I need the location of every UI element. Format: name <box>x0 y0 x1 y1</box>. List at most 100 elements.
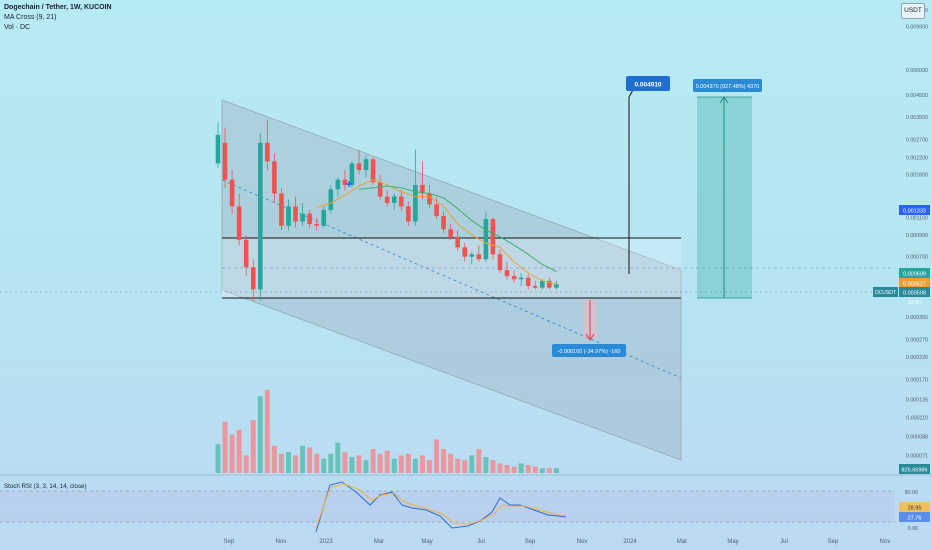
volume-bar <box>236 429 242 473</box>
volume-bar <box>490 460 496 473</box>
ma-slow-line <box>358 185 557 272</box>
y-tick-label: 0.000088 <box>906 435 928 441</box>
y-tick-label: 0.000700 <box>906 255 928 261</box>
volume-bar <box>476 449 482 473</box>
candle-body <box>413 184 418 222</box>
volume-bar <box>455 458 461 473</box>
y-tick-label: 0.001800 <box>906 173 928 179</box>
currency-button[interactable]: USDT <box>901 3 925 19</box>
volume-bar <box>419 455 425 473</box>
candle-body <box>441 215 446 230</box>
volume-legend[interactable]: Vol · DC <box>4 24 31 31</box>
volume-bar <box>222 421 228 473</box>
y-tick-label: 0.000135 <box>906 398 928 404</box>
y-tick-label: 0.000220 <box>906 355 928 361</box>
x-tick-label: Nov <box>880 539 891 545</box>
candle-body <box>399 196 404 207</box>
volume-bar <box>271 445 277 473</box>
candle-body <box>455 236 460 248</box>
target-callout-line <box>628 89 634 274</box>
x-tick-label: Mar <box>374 539 384 545</box>
volume-bar <box>497 463 503 473</box>
volume-bar <box>264 389 270 473</box>
volume-bar <box>250 420 256 473</box>
stoch-tick: 0.00 <box>908 526 918 532</box>
candle-body <box>222 142 228 180</box>
stoch-d-line <box>315 483 567 529</box>
volume-bar <box>462 460 468 473</box>
volume-bar <box>434 439 440 473</box>
stoch-tick: 80.00 <box>905 490 918 496</box>
candle-body <box>321 209 327 226</box>
candle-body <box>356 163 362 171</box>
volume-bar <box>391 458 397 473</box>
volume-bar <box>257 396 263 473</box>
upper-ref-tag-bg <box>899 205 930 215</box>
candle-body <box>476 254 482 260</box>
candle-body <box>363 159 369 171</box>
current-price-tag-bg <box>899 287 930 297</box>
stoch-k-line <box>315 481 567 533</box>
x-tick-label: Sep <box>224 539 235 545</box>
volume-bar <box>314 453 320 473</box>
candle-body <box>300 213 305 222</box>
volume-bar <box>243 455 249 473</box>
stoch-k-tag: 28.95 <box>908 505 922 511</box>
volume-bar <box>441 449 447 473</box>
candle-body <box>518 277 524 280</box>
x-tick-label: Mar <box>677 539 687 545</box>
y-tick-label: 0.002700 <box>906 138 928 144</box>
candle-body <box>236 206 242 240</box>
volume-bar <box>412 458 418 473</box>
volume-bar <box>525 465 531 473</box>
candle-body <box>229 179 235 207</box>
candle-body <box>547 280 552 288</box>
candle-body <box>258 142 263 290</box>
volume-bar <box>398 455 404 473</box>
candle-body <box>511 276 517 280</box>
candle-body <box>286 206 291 226</box>
candle-body <box>314 224 319 226</box>
y-tick-label: 0.000110 <box>906 415 928 421</box>
volume-bar <box>427 460 432 473</box>
candle-body <box>377 182 383 197</box>
candle-body <box>434 204 439 216</box>
x-tick-label: Jul <box>477 539 485 545</box>
candle-body <box>532 285 538 288</box>
volume-bar <box>328 453 334 473</box>
candle-body <box>420 184 425 194</box>
volume-bar <box>229 434 235 473</box>
y-tick-label: 0.000900 <box>906 233 928 239</box>
level-a-tag-bg <box>899 268 930 278</box>
level-a-tag: 0.000609 <box>903 271 926 277</box>
candle-body <box>427 193 432 205</box>
volume-bar <box>335 442 341 473</box>
volume-bar <box>532 466 538 473</box>
volume-bar <box>553 468 559 473</box>
volume-bar <box>342 452 348 473</box>
target-callout-bg <box>626 76 670 91</box>
volume-bar <box>300 445 306 473</box>
candle-body <box>265 142 270 162</box>
volume-bar <box>405 453 411 473</box>
candle-body <box>448 229 453 237</box>
volume-bar <box>469 455 475 473</box>
volume-bar <box>278 453 284 473</box>
candle-body <box>272 161 277 194</box>
long-measure-label: 0.004370 (927.48%) 4370 <box>696 84 760 90</box>
ma-cross-legend[interactable]: MA Cross (9, 21) <box>4 14 57 21</box>
stoch-title: Stoch RSI (3, 3, 14, 14, close) <box>4 483 87 490</box>
volume-bar <box>511 466 517 473</box>
y-tick-label: 0.000350 <box>906 315 928 321</box>
stoch-k-tag-bg <box>899 502 930 512</box>
countdown-label: 1d 8h <box>908 300 921 306</box>
x-tick-label: 2023 <box>319 539 333 545</box>
current-price-tag: 0.000508 <box>903 290 926 296</box>
y-tick-label: 0.004500 <box>906 93 928 99</box>
candle-body <box>469 254 475 257</box>
volume-bar <box>293 455 299 473</box>
x-tick-label: Nov <box>577 539 588 545</box>
symbol-title[interactable]: Dogechain / Tether, 1W, KUCOIN <box>4 4 112 11</box>
